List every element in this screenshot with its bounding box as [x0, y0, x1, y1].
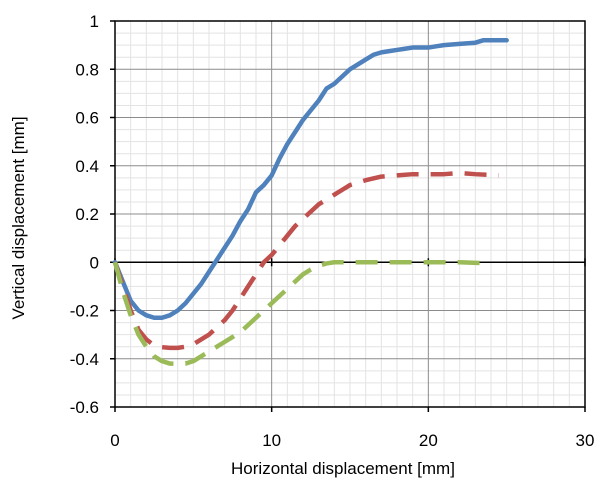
y-tick-label: 1	[90, 12, 99, 31]
y-tick-label: 0.8	[75, 60, 99, 79]
x-tick-label: 30	[576, 431, 595, 450]
y-tick-label: 0	[90, 253, 99, 272]
y-tick-label: -0.4	[70, 350, 99, 369]
y-tick-label: -0.2	[70, 302, 99, 321]
y-tick-label: 0.4	[75, 157, 99, 176]
x-tick-label: 0	[110, 431, 119, 450]
y-axis-ticks: -0.6 -0.4 -0.2 0 0.2 0.4 0.6 0.8 1	[70, 12, 115, 417]
y-tick-label: 0.6	[75, 109, 99, 128]
series-line-2	[112, 170, 499, 351]
series-line-1	[112, 38, 509, 320]
x-axis-ticks: 0 10 20 30	[110, 258, 594, 450]
x-axis-title: Horizontal displacement [mm]	[231, 459, 455, 478]
y-tick-label: -0.6	[70, 398, 99, 417]
y-tick-label: 0.2	[75, 205, 99, 224]
y-axis-title: Vertical displacement [mm]	[9, 116, 28, 319]
x-tick-label: 10	[262, 431, 281, 450]
x-tick-label: 20	[419, 431, 438, 450]
series-group	[112, 38, 509, 366]
series-line-3	[112, 260, 492, 366]
